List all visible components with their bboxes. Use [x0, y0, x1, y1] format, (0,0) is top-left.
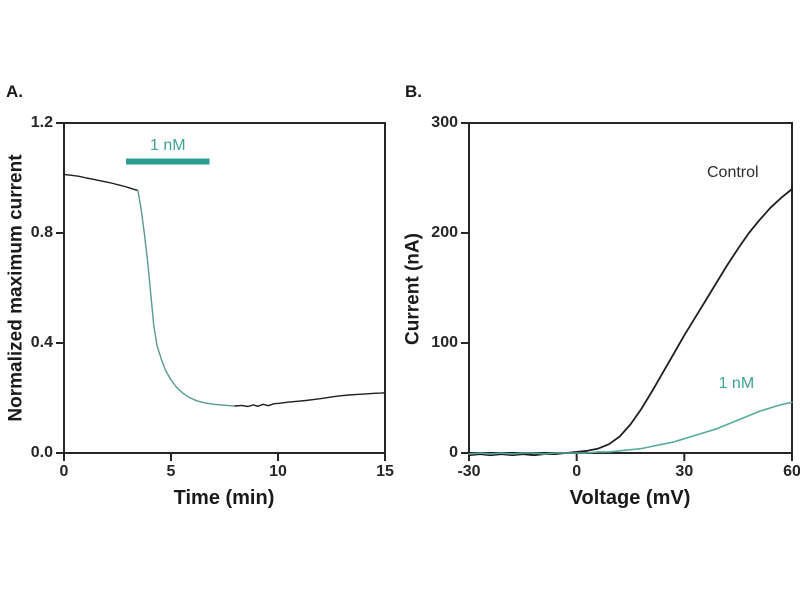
panel-b-y-axis-title: Current (nA) [402, 233, 424, 345]
series-control [468, 188, 793, 457]
application-bar [126, 158, 210, 165]
y-tick-label: 200 [431, 224, 458, 241]
y-tick-label: 1.2 [30, 114, 53, 131]
x-tick-label: 30 [675, 463, 694, 480]
y-tick-label: 100 [431, 334, 458, 351]
x-tick-label: 10 [269, 463, 287, 480]
x-tick-label: 0 [572, 463, 582, 480]
annotation-label: 1 nM [149, 137, 186, 155]
series-1-nm-application [137, 189, 236, 407]
x-tick-label: 5 [166, 463, 176, 480]
panel-a-x-axis-title: Time (min) [173, 487, 275, 509]
annotation-label: 1 nM [718, 374, 755, 392]
series-1-nm [468, 401, 793, 455]
plot-box [468, 122, 793, 454]
panel-a-y-axis-title: Normalized maximum current [5, 154, 27, 422]
panel-a-label: A. [6, 82, 23, 101]
x-tick-label: 0 [59, 463, 69, 480]
annotation-label: Control [706, 163, 759, 181]
y-tick-label: 300 [431, 114, 458, 131]
y-tick-label: 0.0 [30, 444, 53, 461]
panel-b-x-axis-title: Voltage (mV) [569, 487, 691, 509]
x-tick-label: 15 [376, 463, 394, 480]
y-tick-label: 0 [449, 444, 458, 461]
series-recovery [234, 392, 386, 408]
panel-b-label: B. [405, 82, 422, 101]
y-tick-label: 0.8 [30, 224, 53, 241]
y-tick-label: 0.4 [30, 334, 53, 351]
x-tick-label: 60 [783, 463, 800, 480]
series-baseline [63, 173, 139, 192]
x-tick-label: -30 [457, 463, 481, 480]
plot-box [63, 122, 386, 454]
